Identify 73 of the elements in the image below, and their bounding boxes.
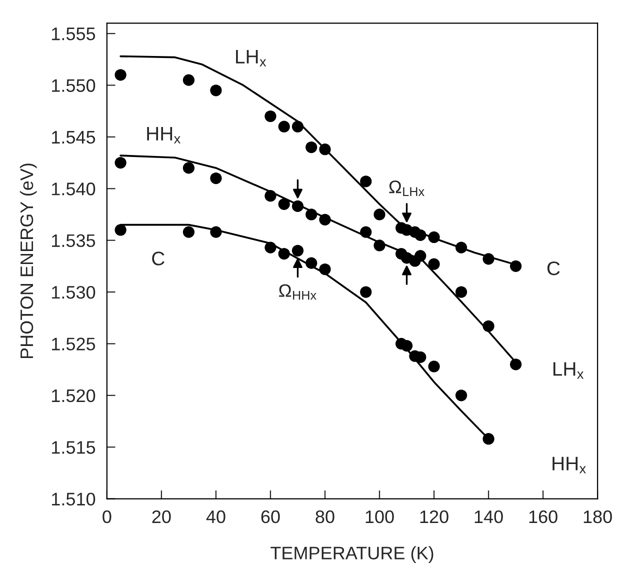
point xyxy=(114,224,126,236)
point xyxy=(278,120,290,132)
annotation: Ω$_{HHx}$ xyxy=(279,284,316,300)
y-tick-label: 1.555 xyxy=(52,28,96,40)
point xyxy=(455,286,468,298)
point xyxy=(428,258,440,270)
point xyxy=(374,208,386,220)
y-tick-label: 1.545 xyxy=(52,131,96,144)
point xyxy=(306,257,318,269)
point xyxy=(114,156,126,169)
y-tick-label: 1.540 xyxy=(52,182,96,196)
x-axis-title: TEMPERATURE (K) xyxy=(270,546,434,564)
x-tick-label: 140 xyxy=(474,510,503,524)
y-tick-label: 1.550 xyxy=(52,79,96,92)
point xyxy=(510,260,522,272)
point xyxy=(264,110,276,122)
x-tick-label: 40 xyxy=(206,510,226,524)
x-tick-label: 100 xyxy=(366,510,394,524)
annotation: C xyxy=(152,252,164,266)
point xyxy=(428,360,440,372)
point xyxy=(414,229,426,241)
point xyxy=(428,231,440,244)
point xyxy=(306,208,318,220)
point xyxy=(210,84,222,96)
point xyxy=(455,242,468,254)
y-tick-label: 1.515 xyxy=(52,441,96,454)
point xyxy=(482,320,494,332)
point xyxy=(264,190,276,202)
point xyxy=(182,74,195,86)
point xyxy=(292,244,304,256)
point xyxy=(319,144,331,156)
y-axis-title: PHOTON ENERGY (eV) xyxy=(20,164,37,358)
point xyxy=(278,248,290,260)
x-tick-label: 60 xyxy=(261,510,280,524)
point xyxy=(374,240,386,252)
point xyxy=(306,141,318,154)
point xyxy=(182,226,195,238)
y-tick-label: 1.525 xyxy=(52,338,96,350)
y-tick-label: 1.510 xyxy=(52,492,96,506)
x-tick-label: 160 xyxy=(529,510,558,524)
point xyxy=(114,69,126,81)
point xyxy=(510,358,522,370)
point xyxy=(210,226,222,238)
point xyxy=(292,200,304,212)
point xyxy=(414,250,426,262)
point xyxy=(264,242,276,254)
y-tick-label: 1.530 xyxy=(52,286,96,299)
point xyxy=(360,176,372,188)
annotation: HH$_{x}$ xyxy=(147,126,180,144)
annotation: C xyxy=(547,261,560,276)
x-tick-label: 0 xyxy=(102,510,112,524)
annotation: LH$_{x}$ xyxy=(553,362,584,379)
y-tick-label: 1.520 xyxy=(52,389,96,402)
x-tick-label: 80 xyxy=(316,510,334,524)
x-tick-label: 180 xyxy=(584,510,612,524)
point xyxy=(210,172,222,184)
point xyxy=(455,390,468,402)
point xyxy=(360,286,372,298)
annotation: LH$_{x}$ xyxy=(236,50,266,66)
point xyxy=(482,253,494,265)
point xyxy=(319,214,331,226)
point xyxy=(482,433,494,445)
point xyxy=(278,198,290,210)
annotation: HH$_{x}$ xyxy=(552,456,586,474)
point xyxy=(292,120,304,132)
y-tick-label: 1.535 xyxy=(52,234,96,248)
point xyxy=(182,162,195,174)
point xyxy=(400,340,413,352)
point xyxy=(360,226,372,238)
x-tick-label: 20 xyxy=(152,510,171,524)
annotation: Ω$_{LHx}$ xyxy=(389,180,424,196)
x-tick-label: 120 xyxy=(420,510,448,524)
point xyxy=(319,263,331,276)
